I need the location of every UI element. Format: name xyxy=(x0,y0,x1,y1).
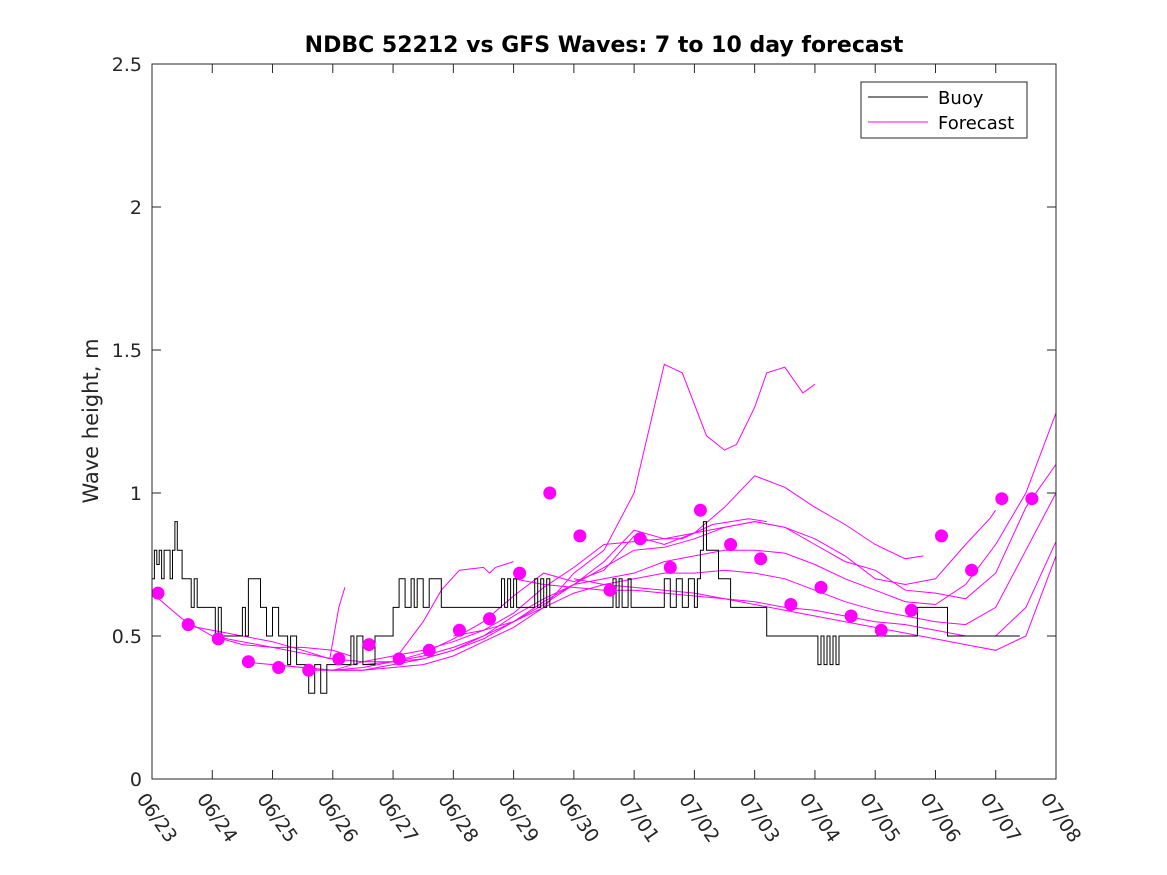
forecast-point xyxy=(633,532,647,546)
buoy-line xyxy=(152,521,1020,694)
forecast-point xyxy=(151,586,165,600)
forecast-point xyxy=(392,652,406,666)
forecast-line-9 xyxy=(393,412,1057,663)
forecast-point xyxy=(844,609,858,623)
y-tick-label: 0 xyxy=(130,769,142,791)
forecast-line-8 xyxy=(362,464,1057,666)
forecast-line-5 xyxy=(272,518,767,671)
forecast-point xyxy=(935,529,948,543)
forecast-point xyxy=(1025,492,1039,506)
legend-entry-buoy: Buoy xyxy=(938,88,984,109)
forecast-point xyxy=(904,603,918,617)
forecast-point xyxy=(724,538,738,551)
forecast-point xyxy=(965,563,979,577)
forecast-point xyxy=(362,638,376,652)
chart-title: NDBC 52212 vs GFS Waves: 7 to 10 day for… xyxy=(305,33,904,58)
forecast-point xyxy=(513,566,527,580)
forecast-point xyxy=(241,655,255,669)
y-tick-label: 1.5 xyxy=(112,340,142,362)
forecast-point xyxy=(181,618,195,632)
forecast-line-2 xyxy=(182,587,346,660)
y-tick-label: 2.5 xyxy=(112,54,142,76)
forecast-line-6 xyxy=(302,475,924,671)
forecast-line-3 xyxy=(212,561,514,663)
forecast-point xyxy=(302,663,316,677)
forecast-point xyxy=(332,652,346,666)
forecast-point xyxy=(784,598,798,611)
legend-box xyxy=(860,81,1028,139)
forecast-point xyxy=(814,580,828,594)
forecast-point xyxy=(452,623,466,637)
forecast-point xyxy=(422,643,436,657)
forecast-line-12 xyxy=(573,555,1057,651)
forecast-point xyxy=(874,623,888,637)
axes-box xyxy=(151,63,1057,780)
plot-area xyxy=(151,63,1057,780)
forecast-point xyxy=(272,661,286,674)
forecast-point xyxy=(211,632,225,646)
y-axis: 0 0.5 1 1.5 2 2.5 xyxy=(112,54,1056,791)
forecast-point xyxy=(543,486,557,500)
forecast-point xyxy=(483,612,496,626)
forecast-point xyxy=(995,492,1009,506)
y-tick-label: 2 xyxy=(130,197,142,219)
forecast-point xyxy=(663,560,677,574)
forecast-line-7 xyxy=(332,509,997,671)
y-tick-label: 1 xyxy=(130,483,142,505)
legend-entry-forecast: Forecast xyxy=(938,113,1014,134)
y-tick-label: 0.5 xyxy=(112,626,142,648)
forecast-point xyxy=(603,583,617,597)
forecast-point xyxy=(754,552,768,566)
y-axis-label: Wave height, m xyxy=(79,338,103,503)
legend: Buoy Forecast xyxy=(860,81,1028,139)
forecast-point xyxy=(693,503,707,517)
forecast-point xyxy=(573,529,587,543)
forecast-line-10 xyxy=(453,492,1057,637)
